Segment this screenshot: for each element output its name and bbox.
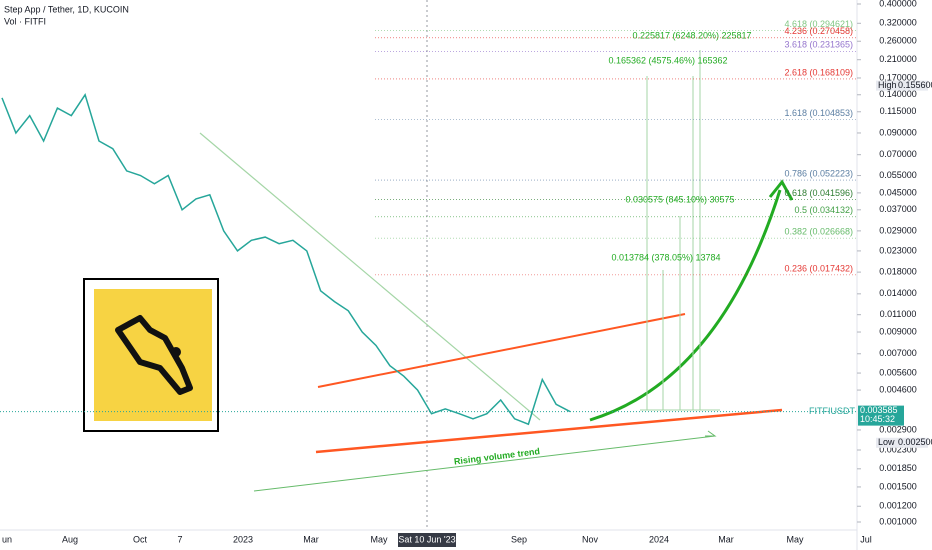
y-tick-label: 0.007000 — [879, 348, 917, 358]
measure-lines — [640, 50, 720, 411]
y-tick-label: 0.140000 — [879, 89, 917, 99]
y-tick-label: 0.400000 — [879, 0, 917, 8]
y-tick-label: 0.055000 — [879, 170, 917, 180]
fib-label: 3.618 (0.231365) — [784, 40, 853, 50]
subtitle: Vol · FITFI — [4, 16, 46, 26]
logo-shoe — [115, 315, 193, 395]
y-tick-label: 0.009000 — [879, 326, 917, 336]
x-tick-label: Sep — [511, 534, 527, 544]
y-tick-label: 0.023000 — [879, 245, 917, 255]
symbol-label: FITFIUSDT — [809, 406, 855, 416]
downtrend — [199, 132, 541, 421]
projection-arrow — [589, 189, 782, 422]
fib-label: 0.5 (0.034132) — [794, 205, 853, 215]
y-tick-label: 0.001200 — [879, 501, 917, 511]
y-tick-label: 0.004600 — [879, 384, 917, 394]
x-tick-label: un — [2, 534, 12, 544]
fib-label: 0.236 (0.017432) — [784, 263, 853, 273]
volume-trend — [253, 435, 716, 492]
x-tick-label: Jul — [860, 534, 872, 544]
y-tick-label: 0.001000 — [879, 516, 917, 526]
y-tick-label: 0.037000 — [879, 204, 917, 214]
low-value: 0.002500 — [898, 437, 932, 447]
measure-label: 0.165362 (4575.46%) 165362 — [608, 55, 727, 65]
fib-label: 0.382 (0.026668) — [784, 226, 853, 236]
measure-label: 0.225817 (6248.20%) 225817 — [632, 30, 751, 40]
measure-label: 0.030575 (845.10%) 30575 — [625, 194, 734, 204]
fib-label: 4.236 (0.270458) — [784, 26, 853, 36]
y-tick-label: 0.002300 — [879, 444, 917, 454]
countdown: 10:45:32 — [860, 414, 895, 424]
y-tick-label: 0.070000 — [879, 149, 917, 159]
y-tick-label: 0.090000 — [879, 127, 917, 137]
x-tick-label: Mar — [718, 534, 734, 544]
low-label: Low — [878, 437, 895, 447]
fib-label: 0.618 (0.041596) — [784, 188, 853, 198]
x-tick-label: Mar — [303, 534, 319, 544]
fib-label: 0.786 (0.052223) — [784, 168, 853, 178]
y-tick-label: 0.001850 — [879, 463, 917, 473]
logo-dot — [171, 347, 181, 357]
x-tick-label: 2023 — [233, 534, 253, 544]
y-tick-label: 0.210000 — [879, 54, 917, 64]
x-tick-label: Oct — [133, 534, 148, 544]
fib-label: 4.618 (0.294621) — [784, 19, 853, 29]
high-value: 0.155600 — [898, 80, 932, 90]
price-tag — [858, 405, 904, 426]
chart-title: Step App / Tether, 1D, KUCOIN — [4, 4, 129, 14]
arrow-head — [705, 430, 717, 437]
crosshair-tag — [398, 533, 456, 547]
x-tick-label: 7 — [177, 534, 182, 544]
x-tick-label: Aug — [62, 534, 78, 544]
x-tick-label: May — [786, 534, 804, 544]
y-tick-label: 0.260000 — [879, 36, 917, 46]
y-tick-label: 0.320000 — [879, 18, 917, 28]
logo — [94, 289, 212, 421]
high-tag — [876, 80, 928, 91]
y-tick-label: 0.170000 — [879, 72, 917, 82]
y-tick-label: 0.001500 — [879, 481, 917, 491]
y-tick-label: 0.018000 — [879, 266, 917, 276]
channel-top — [317, 313, 686, 388]
x-tick-label: Nov — [582, 534, 599, 544]
high-label: High — [878, 80, 897, 90]
low-tag — [876, 437, 928, 448]
fib-label: 1.618 (0.104853) — [784, 108, 853, 118]
price-line — [1, 93, 571, 426]
x-tick-label: Sat 10 Jun '23 — [398, 534, 455, 544]
measure-label: 0.013784 (378.05%) 13784 — [611, 252, 720, 262]
x-tick-label: 2024 — [649, 534, 669, 544]
x-tick-label: May — [370, 534, 388, 544]
arrow-head — [768, 179, 794, 201]
y-tick-label: 0.029000 — [879, 225, 917, 235]
last-price: 0.003585 — [860, 405, 898, 415]
channel-bottom — [315, 408, 783, 454]
fib-label: 2.618 (0.168109) — [784, 67, 853, 77]
y-tick-label: 0.014000 — [879, 288, 917, 298]
y-tick-label: 0.045000 — [879, 187, 917, 197]
y-tick-label: 0.115000 — [880, 106, 917, 116]
y-tick-label: 0.011000 — [880, 309, 917, 319]
y-tick-label: 0.005600 — [879, 367, 917, 377]
y-tick-label: 0.002900 — [879, 424, 917, 434]
